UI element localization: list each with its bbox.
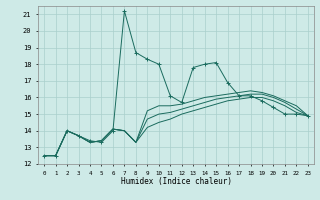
X-axis label: Humidex (Indice chaleur): Humidex (Indice chaleur) xyxy=(121,177,231,186)
